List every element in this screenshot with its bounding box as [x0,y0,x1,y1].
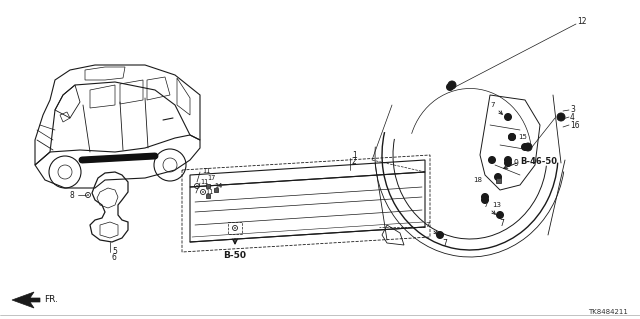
Bar [495,177,500,182]
Text: 8: 8 [69,190,74,199]
Text: 5: 5 [112,248,117,256]
Text: B-46-50: B-46-50 [520,158,557,167]
Bar [214,188,218,192]
Text: 12: 12 [577,18,586,26]
Circle shape [509,133,515,140]
Text: 16: 16 [570,121,580,130]
Text: 7: 7 [491,102,495,108]
Text: 11: 11 [205,189,213,195]
Text: 10: 10 [556,115,565,121]
Circle shape [504,157,511,164]
Text: 7: 7 [500,219,504,227]
Bar [228,222,242,234]
Text: B-50: B-50 [223,250,246,259]
Circle shape [509,133,515,140]
Circle shape [202,191,204,193]
Text: 7: 7 [443,239,447,248]
Text: 14: 14 [214,183,222,189]
Text: 18: 18 [473,177,482,183]
Polygon shape [12,292,40,308]
Circle shape [524,143,532,151]
Bar [206,194,210,198]
Circle shape [87,194,89,196]
Circle shape [436,232,444,239]
Text: 3: 3 [570,106,575,115]
Circle shape [488,157,495,164]
Text: 6: 6 [112,254,117,263]
Text: 7: 7 [484,202,488,208]
Circle shape [504,160,511,167]
Circle shape [557,113,565,121]
Text: 11: 11 [202,168,211,174]
Text: 1: 1 [352,152,356,160]
Circle shape [504,114,511,121]
Circle shape [447,84,454,91]
Bar [206,184,210,188]
Text: FR.: FR. [44,295,58,305]
Text: 4: 4 [570,113,575,122]
Circle shape [196,185,198,187]
Circle shape [495,174,502,181]
Circle shape [448,81,456,89]
Text: 2: 2 [352,158,356,167]
Circle shape [497,211,504,219]
Circle shape [481,194,488,201]
Text: 7: 7 [426,222,430,228]
Text: 11: 11 [200,179,208,185]
Text: 13: 13 [492,202,501,208]
Circle shape [481,197,488,204]
Circle shape [234,227,236,229]
Text: TK8484211: TK8484211 [588,309,628,315]
Text: 15: 15 [518,134,527,140]
Text: 9: 9 [514,159,519,167]
Circle shape [522,144,529,151]
Text: 17: 17 [207,175,216,181]
